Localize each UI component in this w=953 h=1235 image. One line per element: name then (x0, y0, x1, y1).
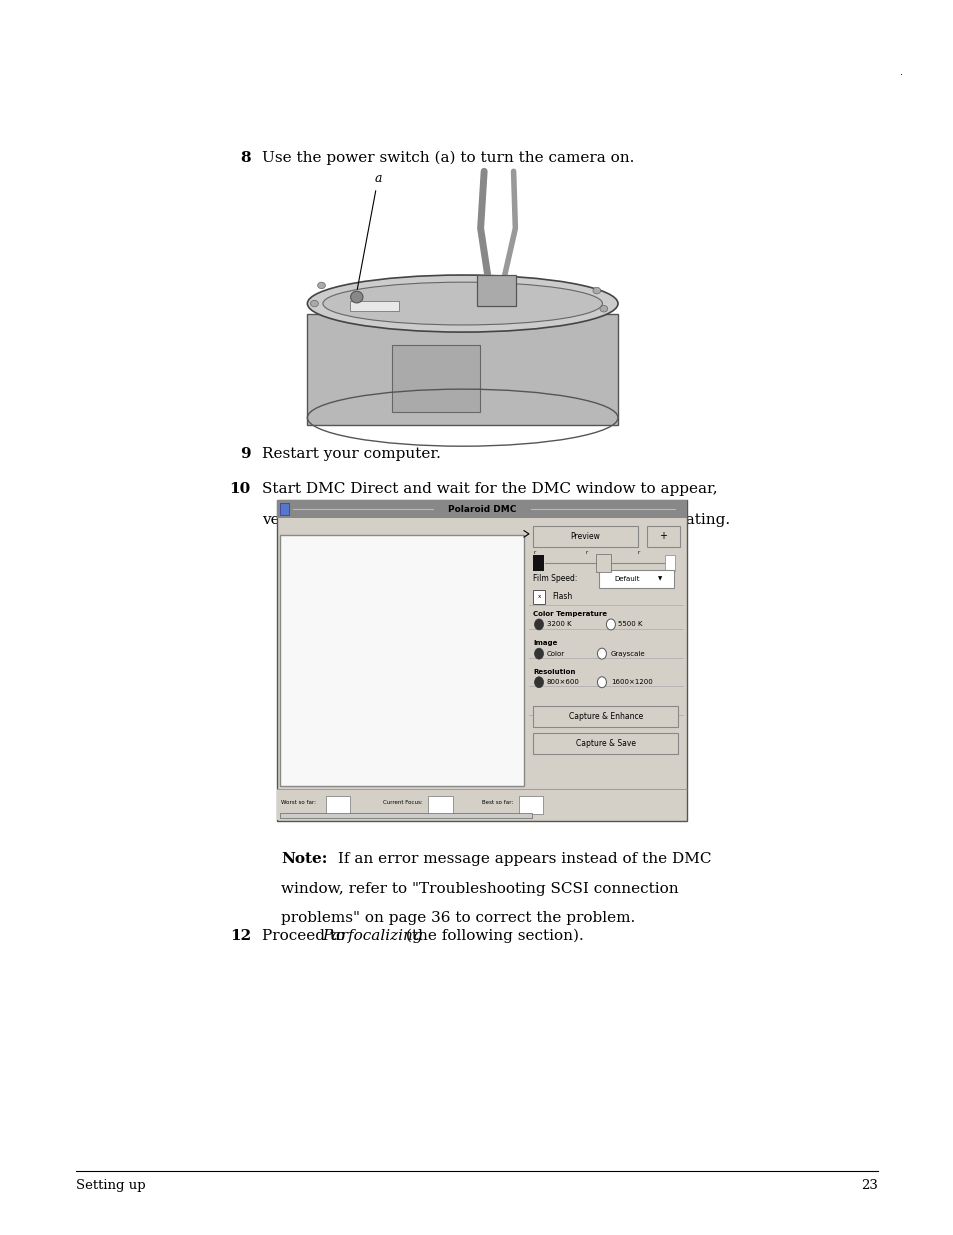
Text: 1600×1200: 1600×1200 (610, 679, 652, 685)
Text: 3200 K: 3200 K (546, 621, 571, 627)
Ellipse shape (606, 619, 615, 630)
Ellipse shape (534, 619, 543, 630)
Bar (533, 590, 544, 604)
Bar (276, 500, 686, 517)
Bar (533, 734, 678, 753)
Bar (307, 314, 618, 425)
Text: 8: 8 (240, 151, 251, 164)
Bar (350, 301, 398, 311)
Bar (392, 345, 479, 412)
Bar (598, 571, 673, 588)
Text: 23: 23 (860, 1179, 877, 1192)
Text: Restart your computer.: Restart your computer. (262, 447, 440, 461)
Text: r: r (638, 550, 639, 555)
Text: 10: 10 (230, 482, 251, 495)
Text: x: x (537, 594, 540, 599)
Bar (518, 795, 542, 814)
Ellipse shape (317, 282, 325, 289)
Ellipse shape (599, 305, 607, 312)
Text: Proceed to: Proceed to (262, 929, 350, 942)
Text: Worst so far:: Worst so far: (280, 800, 315, 805)
Bar (476, 275, 515, 306)
Bar (533, 526, 638, 547)
Ellipse shape (307, 275, 618, 332)
Ellipse shape (597, 677, 606, 688)
Text: 800×600: 800×600 (546, 679, 578, 685)
Ellipse shape (593, 288, 600, 294)
Text: Default: Default (614, 576, 639, 582)
Text: +: + (659, 531, 666, 541)
Text: Current Focus:: Current Focus: (383, 800, 422, 805)
Bar (279, 813, 532, 819)
Text: Capture & Enhance: Capture & Enhance (568, 711, 642, 720)
Text: .: . (899, 67, 902, 77)
Ellipse shape (597, 648, 606, 659)
Text: 9: 9 (240, 447, 251, 461)
Text: Polaroid DMC: Polaroid DMC (447, 505, 516, 514)
Text: verifying that the camera and computer are communicating.: verifying that the camera and computer a… (262, 513, 730, 526)
Bar (428, 795, 453, 814)
Text: Parfocalizing: Parfocalizing (322, 929, 422, 942)
Text: Color Temperature: Color Temperature (533, 611, 606, 618)
Text: r: r (585, 550, 587, 555)
Text: ▼: ▼ (658, 577, 661, 582)
Bar (596, 553, 610, 572)
Text: (the following section).: (the following section). (400, 929, 583, 944)
Bar (276, 500, 686, 821)
Text: r: r (533, 550, 535, 555)
Text: 5500 K: 5500 K (618, 621, 642, 627)
Text: Capture & Save: Capture & Save (575, 739, 635, 748)
Text: Resolution: Resolution (533, 669, 575, 676)
Text: a: a (357, 172, 381, 289)
Text: Use the power switch (a) to turn the camera on.: Use the power switch (a) to turn the cam… (262, 151, 634, 165)
Text: window, refer to "Troubleshooting SCSI connection: window, refer to "Troubleshooting SCSI c… (281, 882, 679, 895)
Text: problems" on page 36 to correct the problem.: problems" on page 36 to correct the prob… (281, 911, 635, 925)
Text: Flash: Flash (552, 592, 572, 601)
Text: Film Speed:: Film Speed: (533, 574, 577, 583)
Text: Best so far:: Best so far: (481, 800, 513, 805)
Ellipse shape (351, 291, 362, 303)
Bar (286, 179, 639, 438)
Text: Start DMC Direct and wait for the DMC window to appear,: Start DMC Direct and wait for the DMC wi… (262, 482, 718, 495)
Text: 12: 12 (230, 929, 251, 942)
Text: If an error message appears instead of the DMC: If an error message appears instead of t… (333, 852, 711, 866)
Ellipse shape (311, 300, 318, 306)
Ellipse shape (322, 282, 602, 325)
Text: Setting up: Setting up (76, 1179, 146, 1192)
Bar (276, 789, 533, 820)
Text: Color: Color (546, 651, 564, 657)
Ellipse shape (534, 677, 543, 688)
Text: Grayscale: Grayscale (610, 651, 645, 657)
Bar (646, 526, 679, 547)
Text: Preview: Preview (570, 532, 599, 541)
Bar (326, 795, 350, 814)
Text: Image: Image (533, 640, 557, 646)
Text: Note:: Note: (281, 852, 328, 866)
Bar (279, 536, 523, 785)
Bar (664, 555, 675, 571)
Bar (279, 503, 288, 515)
Bar (533, 705, 678, 726)
Bar (533, 555, 543, 571)
Ellipse shape (534, 648, 543, 659)
